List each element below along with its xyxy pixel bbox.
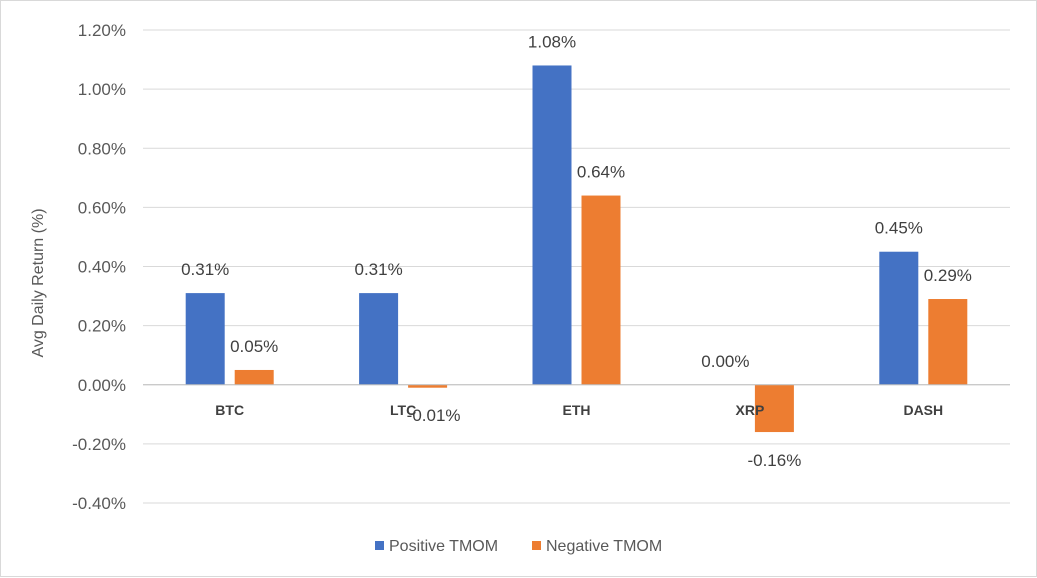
y-tick-label: 0.20% [78, 317, 126, 336]
legend: Positive TMOM Negative TMOM [375, 538, 662, 555]
bars [185, 65, 968, 433]
bar-negative-ltc [408, 384, 448, 388]
data-label: 0.29% [924, 266, 972, 285]
data-label: 1.08% [528, 32, 576, 51]
bar-negative-dash [928, 299, 968, 385]
category-labels: BTC LTC ETH XRP DASH [215, 402, 943, 418]
bar-positive-ltc [359, 293, 399, 385]
bar-positive-eth [532, 65, 572, 385]
data-labels: 0.31% 0.05% 0.31% -0.01% 1.08% 0.64% 0.00% -0.1… [181, 32, 972, 470]
category-label-dash: DASH [903, 402, 943, 418]
legend-swatch-positive [375, 541, 384, 550]
data-label: 0.05% [230, 337, 278, 356]
data-label: -0.01% [407, 406, 461, 425]
legend-label-negative: Negative TMOM [546, 538, 662, 555]
y-tick-label: 0.80% [78, 139, 126, 158]
category-label-btc: BTC [215, 402, 244, 418]
y-axis-title: Avg Daily Return (%) [30, 208, 47, 357]
y-tick-label: 1.00% [78, 80, 126, 99]
y-tick-label: 0.40% [78, 258, 126, 277]
data-label: 0.31% [181, 260, 229, 279]
category-label-eth: ETH [563, 402, 591, 418]
bar-positive-btc [185, 293, 225, 385]
legend-swatch-negative [532, 541, 541, 550]
category-label-ltc: LTC [390, 402, 416, 418]
legend-label-positive: Positive TMOM [389, 538, 498, 555]
bar-negative-eth [581, 195, 621, 385]
y-tick-label: 1.20% [78, 21, 126, 40]
y-tick-label: 0.00% [78, 376, 126, 395]
bar-positive-dash [879, 251, 919, 385]
y-tick-label: -0.40% [72, 494, 126, 513]
data-label: 0.45% [875, 219, 923, 238]
y-axis-ticks: -0.40% -0.20% 0.00% 0.20% 0.40% 0.60% 0.80% 1.0… [72, 21, 126, 513]
category-label-xrp: XRP [736, 402, 765, 418]
data-label: 0.00% [701, 352, 749, 371]
data-label: 0.31% [354, 260, 402, 279]
data-label: 0.64% [577, 163, 625, 182]
bar-negative-btc [234, 369, 274, 385]
bar-negative-xrp [754, 384, 794, 433]
y-tick-label: -0.20% [72, 435, 126, 454]
data-label: -0.16% [747, 451, 801, 470]
y-tick-label: 0.60% [78, 198, 126, 217]
